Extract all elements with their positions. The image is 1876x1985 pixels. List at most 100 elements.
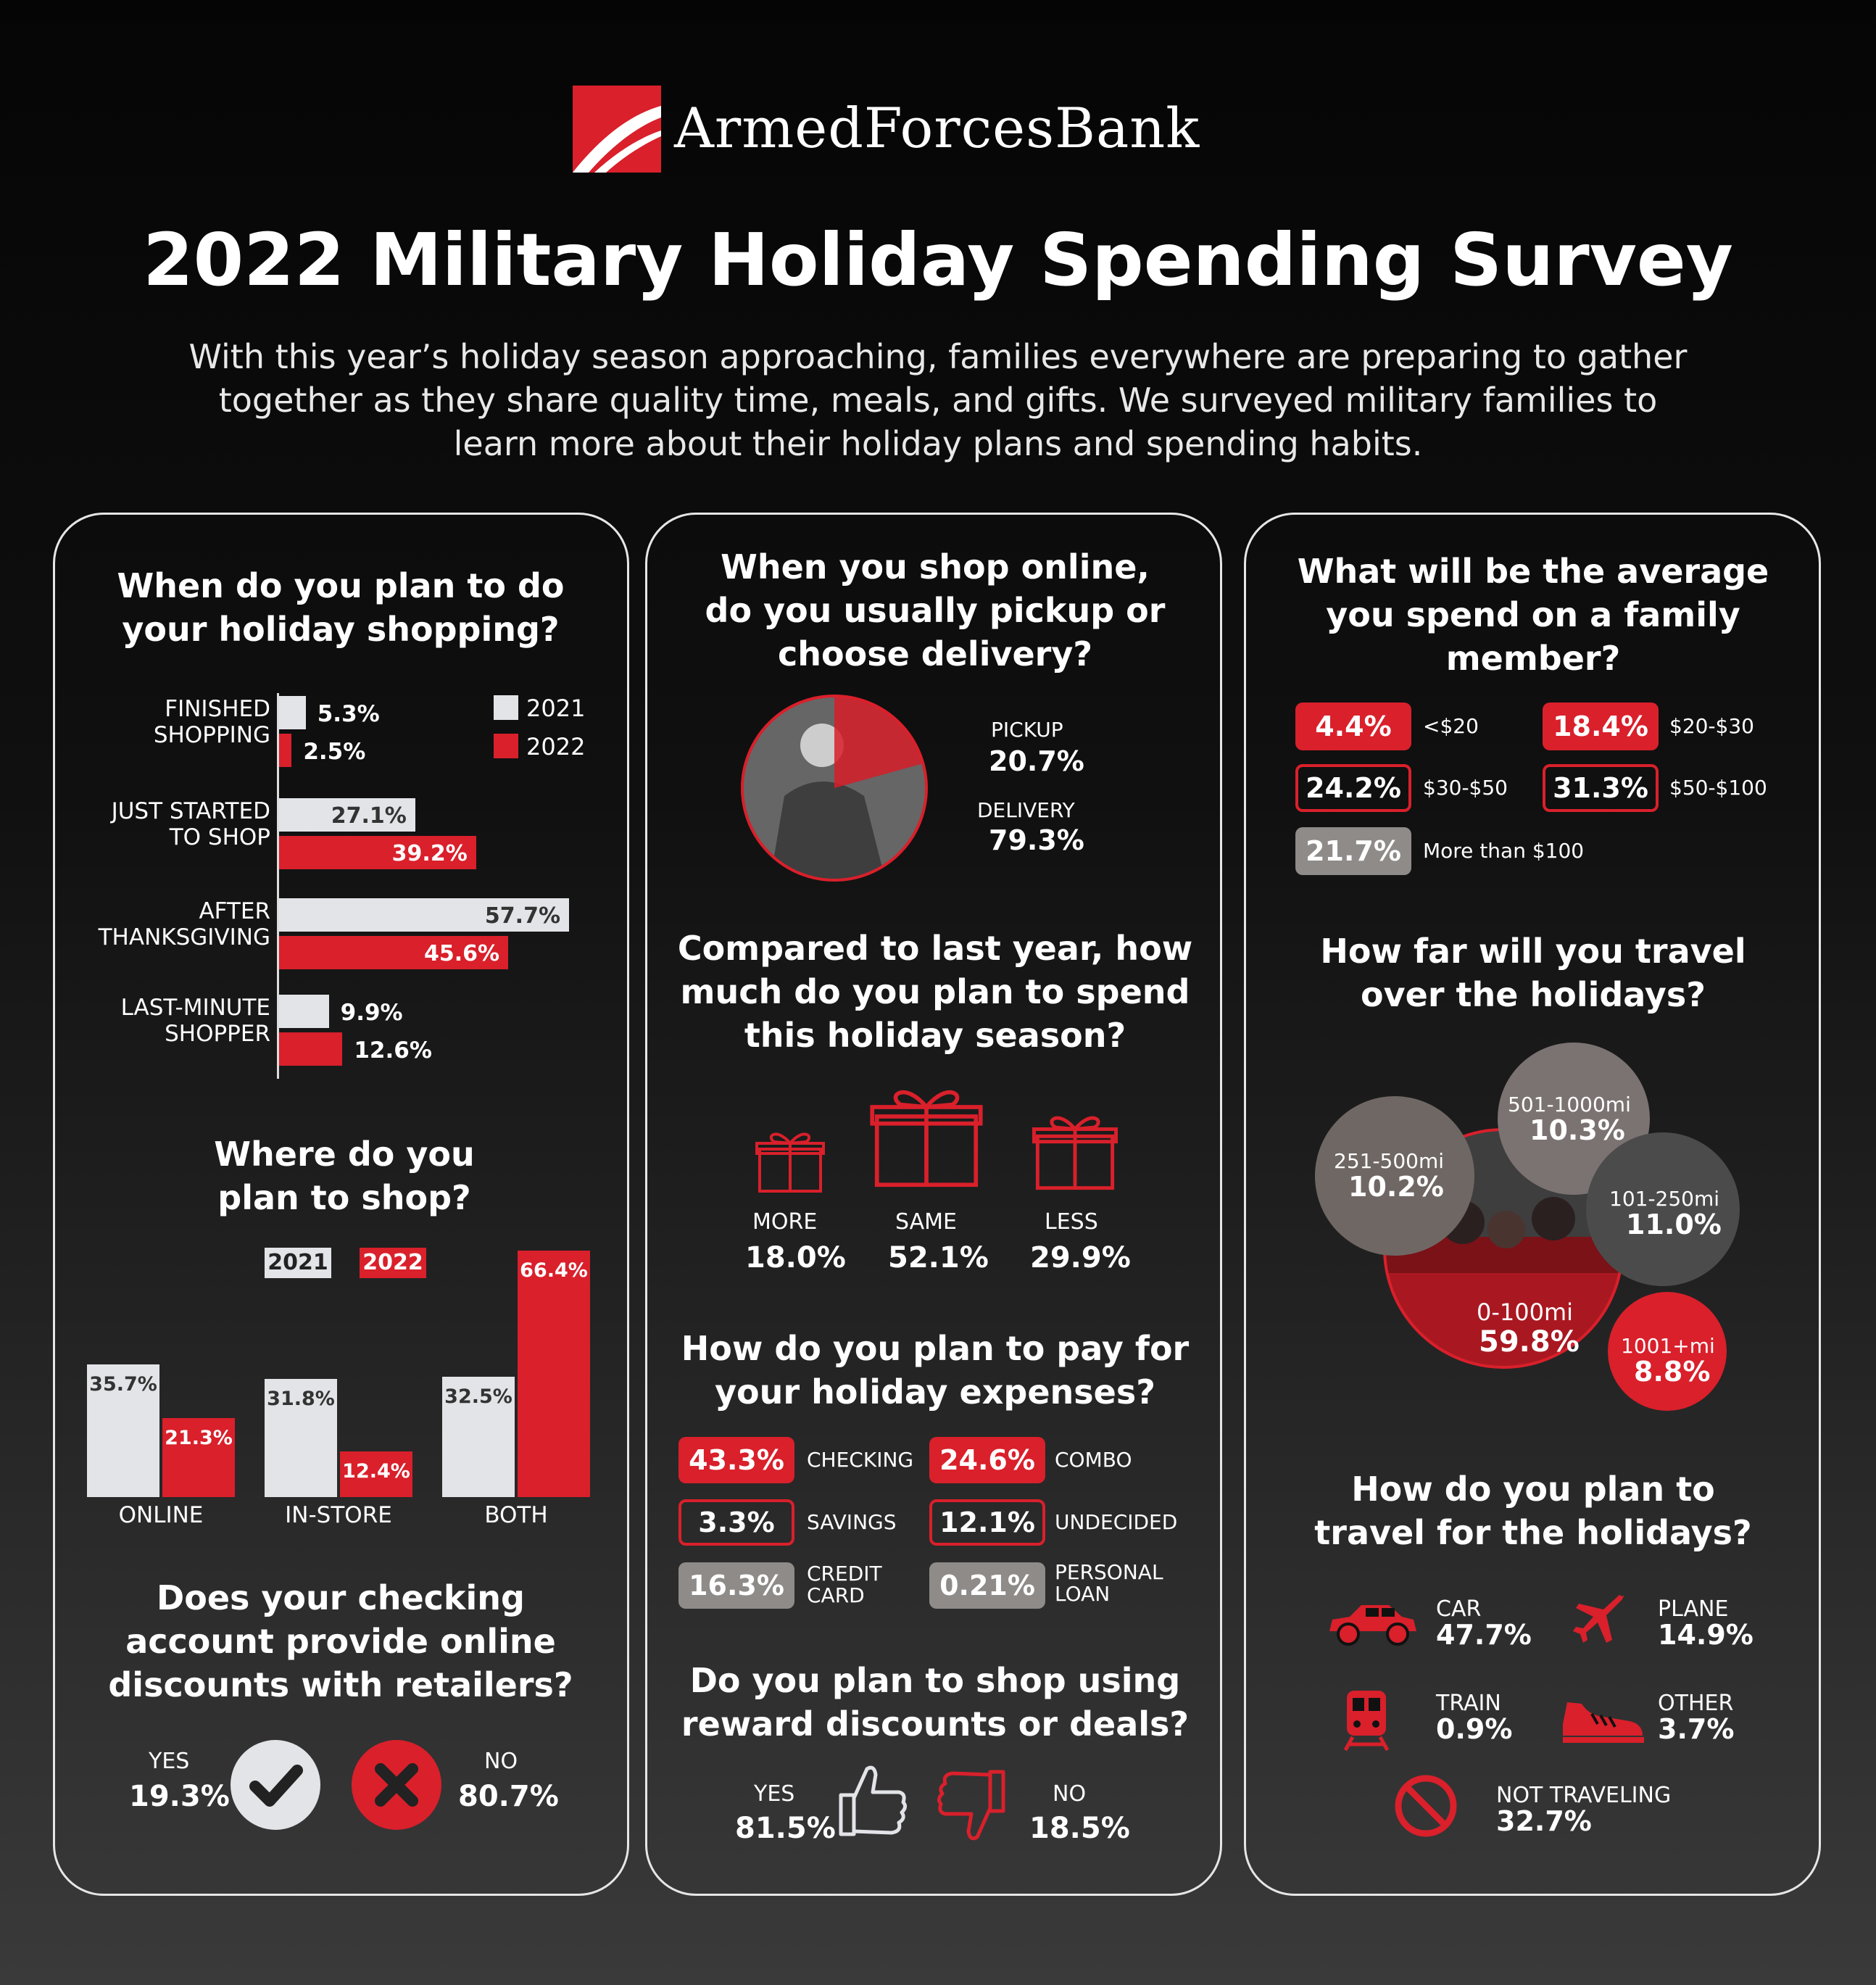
mode-train-label: TRAIN — [1436, 1691, 1501, 1716]
pie-slice-pickup — [834, 696, 926, 788]
family-spend-title: What will be the average you spend on a … — [1297, 552, 1769, 678]
rewards-no-value: 18.5% — [1029, 1812, 1130, 1845]
vbar-category-label: ONLINE — [118, 1502, 204, 1528]
vbar-2022-label: 66.4% — [520, 1259, 588, 1282]
hbar-2021-bar — [279, 798, 415, 832]
travel-251-500-circle — [1315, 1096, 1474, 1256]
spend-30-50-value: 24.2% — [1295, 764, 1411, 812]
pay-credit-value: 16.3% — [678, 1562, 794, 1609]
delivery-label: DELIVERY — [977, 798, 1075, 822]
spend-less-label: LESS — [1045, 1209, 1098, 1235]
pay-combo-value: 24.6% — [929, 1437, 1045, 1483]
rewards-title: Do you plan to shop using reward discoun… — [681, 1661, 1190, 1744]
legend-2021-swatch — [494, 695, 518, 720]
gift-small-icon — [755, 1132, 825, 1193]
vbar-2021-bar — [87, 1364, 159, 1497]
spend-20-30-value: 18.4% — [1543, 703, 1659, 750]
vbar-legend-2022-label: 2022 — [362, 1250, 423, 1275]
pickup-value: 20.7% — [989, 745, 1084, 777]
rewards-yes-label: YES — [754, 1781, 795, 1807]
page-title: 2022 Military Holiday Spending Survey — [143, 217, 1733, 302]
hbar-2021-bar — [279, 898, 569, 932]
checkmark-icon — [231, 1740, 320, 1830]
no-symbol-icon — [1395, 1775, 1457, 1837]
hbar-category-label: JUST STARTED — [111, 798, 270, 824]
pay-undecided-label: UNDECIDED — [1055, 1510, 1178, 1534]
discount-yes-value: 19.3% — [129, 1780, 230, 1813]
spend-more-label: MORE — [752, 1209, 818, 1235]
mode-not-traveling-value: 32.7% — [1496, 1805, 1592, 1837]
travel-501-1000-label: 501-1000mi — [1508, 1093, 1631, 1116]
hbar-2021-bar — [279, 995, 329, 1028]
pay-savings-value: 3.3% — [678, 1499, 794, 1546]
vbar-legend-2022: 2022 — [360, 1248, 426, 1278]
pay-loan-value: 0.21% — [929, 1562, 1045, 1609]
travel-101-250-circle — [1586, 1132, 1740, 1286]
rewards-yes-value: 81.5% — [735, 1812, 836, 1845]
spend-comparison-title: Compared to last year, how much do you p… — [677, 929, 1193, 1055]
legend-2022-swatch — [494, 734, 518, 758]
vbar-2022-bar — [162, 1417, 235, 1497]
hbar-2021-bar — [279, 696, 306, 729]
spend-same-label: SAME — [895, 1209, 957, 1235]
travel-distance-title: How far will you travel over the holiday… — [1320, 932, 1746, 1014]
hbar-category-label: SHOPPING — [153, 722, 270, 748]
hbar-2022-bar — [279, 734, 292, 767]
gift-medium-icon — [1032, 1116, 1118, 1190]
hbar-2022-label: 12.6% — [354, 1037, 432, 1064]
panel-left — [53, 513, 629, 1896]
travel-101-250-label: 101-250mi — [1609, 1187, 1720, 1211]
spend-under20-label: <$20 — [1423, 714, 1479, 738]
pay-loan-label-line1: PERSONAL — [1055, 1560, 1163, 1584]
shop-location-title: Where do you plan to shop? — [214, 1135, 475, 1217]
hbar-2021-label: 57.7% — [484, 903, 560, 929]
pickup-delivery-pie — [741, 695, 928, 882]
panel-right — [1244, 513, 1821, 1896]
mode-other-label: OTHER — [1658, 1691, 1734, 1716]
sneaker-icon — [1563, 1702, 1644, 1743]
plane-icon — [1573, 1595, 1624, 1643]
legend-2021-label: 2021 — [526, 695, 586, 722]
travel-251-500-value: 10.2% — [1348, 1171, 1444, 1203]
hbar-category-label: AFTER — [199, 898, 270, 924]
vbar-2021-bar — [442, 1376, 515, 1497]
hbar-category-label: TO SHOP — [169, 824, 270, 850]
spend-same-value: 52.1% — [888, 1241, 989, 1275]
hbar-2022-bar — [279, 1032, 343, 1066]
hbar-2021-label: 5.3% — [317, 701, 380, 727]
pay-savings-label: SAVINGS — [807, 1510, 897, 1534]
mode-not-traveling-label: NOT TRAVELING — [1496, 1783, 1672, 1808]
mode-plane-label: PLANE — [1658, 1596, 1729, 1622]
legend-2022-label: 2022 — [526, 733, 586, 761]
travel-0-100-label: 0-100mi — [1477, 1298, 1574, 1326]
hbar-2022-bar — [279, 836, 476, 869]
vbar-2021-label: 31.8% — [267, 1388, 335, 1411]
panel-middle — [645, 513, 1222, 1896]
mode-plane-value: 14.9% — [1658, 1619, 1753, 1651]
travel-0-100-value: 59.8% — [1479, 1325, 1580, 1359]
payment-title: How do you plan to pay for your holiday … — [681, 1329, 1190, 1412]
hbar-2022-label: 2.5% — [303, 739, 366, 765]
travel-mode-title: How do you plan to travel for the holida… — [1314, 1470, 1752, 1552]
vbar-2022-label: 21.3% — [165, 1426, 233, 1449]
pickup-label: PICKUP — [991, 718, 1063, 742]
brand-logo: ArmedForcesBank — [573, 86, 1298, 173]
spend-50-100-label: $50-$100 — [1669, 776, 1767, 800]
pay-credit-label-line1: CREDIT — [807, 1562, 882, 1586]
mode-car-label: CAR — [1436, 1596, 1482, 1622]
discount-no-label: NO — [484, 1749, 518, 1774]
discount-yes-label: YES — [149, 1749, 190, 1774]
hbar-2022-label: 45.6% — [424, 941, 500, 966]
car-icon — [1329, 1605, 1416, 1646]
hbar-category-label: FINISHED — [165, 696, 270, 722]
spend-20-30-label: $20-$30 — [1669, 714, 1754, 738]
pie-slice-delivery — [742, 696, 926, 880]
pay-loan-label-line2: LOAN — [1055, 1582, 1111, 1606]
hbar-category-label: LAST-MINUTE — [120, 995, 270, 1021]
mode-car-value: 47.7% — [1436, 1619, 1532, 1651]
brand-name: ArmedForcesBank — [674, 96, 1200, 160]
spend-30-50-label: $30-$50 — [1423, 776, 1508, 800]
vbar-2022-bar — [518, 1251, 590, 1497]
vbar-2021-bar — [265, 1379, 337, 1497]
x-icon — [352, 1740, 441, 1830]
